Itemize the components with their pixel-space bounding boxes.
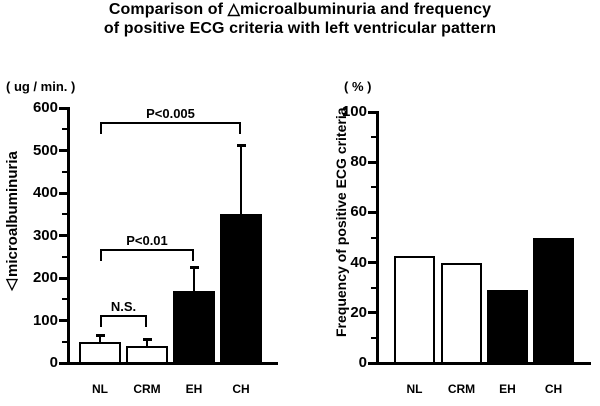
- left-axis-unit-label: ( ug / min. ): [6, 79, 76, 94]
- left-chart-bracket-label-p-0-005: P<0.005: [146, 105, 195, 121]
- right-chart-bar-CH: [533, 237, 574, 364]
- left-chart-error-cap-CRM: [142, 337, 152, 341]
- title-line-2: of positive ECG criteria with left ventr…: [103, 20, 497, 37]
- left-chart-category-label-CH: CH: [232, 382, 250, 396]
- right-axis-unit-label: ( % ): [344, 79, 372, 94]
- left-chart-tick-label-400: 400: [32, 184, 58, 201]
- left-chart-minor-tick-50: [61, 340, 67, 343]
- left-chart-tick-label-0: 0: [49, 354, 58, 371]
- right-chart-major-tick-40: [367, 261, 376, 265]
- left-chart-category-label-NL: NL: [92, 382, 108, 396]
- left-chart-minor-tick-550: [61, 128, 67, 131]
- right-chart-category-label-EH: EH: [499, 382, 516, 396]
- left-chart-bracket-label-p-0-01: P<0.01: [126, 233, 168, 249]
- left-chart-y-axis-line: [66, 106, 70, 365]
- right-chart-category-label-CH: CH: [544, 382, 563, 396]
- left-chart-bracket-end-right-n-s-: [145, 315, 147, 328]
- left-chart-major-tick-200: [58, 276, 67, 280]
- left-chart-major-tick-500: [58, 149, 67, 152]
- right-chart-major-tick-60: [367, 210, 376, 214]
- left-chart-major-tick-100: [58, 319, 67, 322]
- left-chart-bar-NL: [79, 341, 121, 364]
- right-chart-bar-NL: [394, 256, 435, 364]
- left-chart-bracket-end-right-p-0-005: [239, 121, 241, 134]
- right-chart-tick-label-100: 100: [341, 103, 367, 120]
- right-chart-minor-tick-90: [370, 136, 376, 139]
- left-chart-tick-label-600: 600: [32, 99, 58, 116]
- right-chart-tick-label-60: 60: [350, 203, 367, 221]
- left-chart-bracket-end-left-p-0-01: [100, 249, 102, 262]
- left-chart-tick-label-200: 200: [32, 269, 58, 286]
- left-chart-bracket-line-p-0-005: [100, 121, 241, 124]
- left-chart-minor-tick-150: [61, 298, 67, 301]
- left-chart-error-cap-EH: [189, 266, 199, 270]
- left-chart-bracket-label-n-s-: N.S.: [110, 299, 137, 315]
- left-chart-error-cap-CH: [236, 144, 246, 148]
- left-chart-category-label-CRM: CRM: [133, 382, 161, 396]
- right-chart-minor-tick-70: [370, 186, 376, 189]
- right-chart-bar-CRM: [441, 262, 482, 364]
- left-chart-bar-CRM: [126, 346, 168, 364]
- left-chart-bar-CH: [220, 214, 262, 364]
- right-chart-y-axis-line: [375, 110, 379, 365]
- right-chart-tick-label-0: 0: [358, 354, 367, 371]
- right-chart-category-label-NL: NL: [406, 382, 423, 396]
- left-chart-tick-label-100: 100: [32, 311, 58, 329]
- left-chart-minor-tick-350: [61, 213, 67, 216]
- title-line-1: Comparison of △microalbuminuria and freq…: [108, 1, 492, 18]
- left-chart-category-label-EH: EH: [185, 382, 203, 396]
- left-chart-error-bar-EH: [193, 267, 195, 291]
- right-chart-category-label-CRM: CRM: [447, 382, 476, 396]
- figure-title: Comparison of △microalbuminuria and freq…: [0, 0, 600, 38]
- left-chart-bracket-end-left-p-0-005: [100, 121, 102, 134]
- right-chart-minor-tick-30: [370, 286, 376, 289]
- right-chart-bar-EH: [487, 290, 528, 364]
- left-chart-minor-tick-250: [61, 255, 67, 258]
- right-chart-major-tick-100: [367, 110, 376, 114]
- left-chart-bracket-line-p-0-01: [100, 249, 194, 252]
- right-chart-x-axis-line: [375, 361, 591, 365]
- left-chart-major-tick-300: [58, 234, 67, 237]
- right-chart-major-tick-0: [367, 361, 376, 365]
- left-chart-error-bar-NL: [99, 334, 101, 342]
- left-chart-tick-label-300: 300: [32, 226, 58, 244]
- left-chart-error-bar-CRM: [146, 338, 148, 346]
- left-chart-tick-label-500: 500: [32, 141, 58, 159]
- left-chart-x-axis-line: [66, 361, 278, 365]
- left-chart-bracket-end-left-n-s-: [100, 315, 102, 328]
- left-chart-bracket-end-right-p-0-01: [192, 249, 194, 262]
- left-chart-bracket-line-n-s-: [100, 315, 147, 318]
- right-chart-minor-tick-10: [370, 336, 376, 339]
- right-chart-major-tick-80: [367, 160, 376, 164]
- left-chart-error-cap-NL: [95, 333, 105, 337]
- left-chart-major-tick-0: [58, 361, 67, 365]
- left-chart-major-tick-600: [58, 106, 67, 110]
- right-chart-tick-label-80: 80: [350, 153, 367, 171]
- right-chart-minor-tick-50: [370, 236, 376, 239]
- right-chart-tick-label-40: 40: [350, 253, 367, 271]
- left-chart-bar-EH: [173, 290, 215, 364]
- left-chart-major-tick-400: [58, 191, 67, 195]
- left-chart-minor-tick-450: [61, 170, 67, 173]
- right-chart-major-tick-20: [367, 311, 376, 315]
- right-chart-tick-label-20: 20: [350, 303, 367, 321]
- left-chart-error-bar-CH: [240, 145, 242, 215]
